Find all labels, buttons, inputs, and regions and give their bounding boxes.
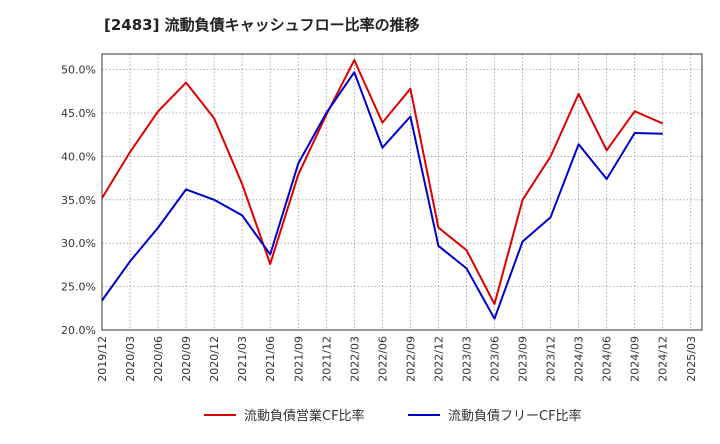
x-tick-label: 2023/03 [460,336,473,382]
y-tick-label: 35.0% [61,194,96,207]
y-tick-label: 25.0% [61,281,96,294]
x-tick-label: 2020/09 [180,336,193,382]
x-tick-label: 2025/03 [685,336,698,382]
y-tick-label: 40.0% [61,150,96,163]
x-tick-label: 2020/03 [124,336,137,382]
y-tick-label: 45.0% [61,107,96,120]
series-line [101,59,664,305]
x-tick-label: 2021/09 [292,336,305,382]
legend-label: 流動負債営業CF比率 [244,408,365,424]
x-tick-label: 2022/03 [348,336,361,382]
x-tick-label: 2023/09 [517,336,530,382]
y-tick-label: 50.0% [61,64,96,77]
series-line [101,71,663,320]
x-tick-label: 2021/06 [264,336,277,382]
x-tick-label: 2024/12 [657,336,670,382]
x-tick-label: 2022/06 [376,336,389,382]
x-tick-label: 2020/12 [208,336,221,382]
x-tick-label: 2022/12 [432,336,445,382]
chart-title: [2483] 流動負債キャッシュフロー比率の推移 [104,16,420,34]
x-tick-label: 2024/09 [629,336,642,382]
x-tick-label: 2023/12 [545,336,558,382]
x-tick-label: 2023/06 [489,336,502,382]
y-tick-label: 30.0% [61,237,96,250]
x-tick-label: 2020/06 [152,336,165,382]
x-tick-label: 2024/06 [601,336,614,382]
legend-label: 流動負債フリーCF比率 [448,408,582,424]
x-tick-label: 2021/12 [320,336,333,382]
x-tick-label: 2024/03 [573,336,586,382]
x-tick-label: 2021/03 [236,336,249,382]
x-tick-label: 2022/09 [404,336,417,382]
x-tick-label: 2019/12 [96,336,109,382]
y-tick-label: 20.0% [61,324,96,337]
plot-border [101,53,703,331]
